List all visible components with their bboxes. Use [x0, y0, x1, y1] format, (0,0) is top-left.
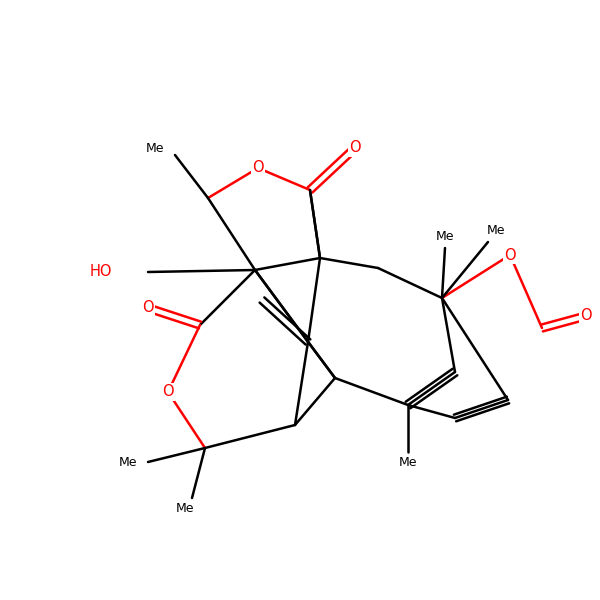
Text: Me: Me [146, 142, 164, 154]
Text: O: O [162, 385, 174, 400]
Text: Me: Me [399, 455, 417, 469]
Text: Me: Me [436, 229, 454, 242]
Text: O: O [142, 301, 154, 316]
Text: Me: Me [487, 223, 505, 236]
Text: Me: Me [119, 455, 137, 469]
Text: Me: Me [176, 502, 194, 514]
Text: HO: HO [89, 265, 112, 280]
Text: O: O [349, 140, 361, 155]
Text: O: O [580, 308, 592, 323]
Text: O: O [252, 160, 264, 175]
Text: O: O [504, 247, 516, 263]
